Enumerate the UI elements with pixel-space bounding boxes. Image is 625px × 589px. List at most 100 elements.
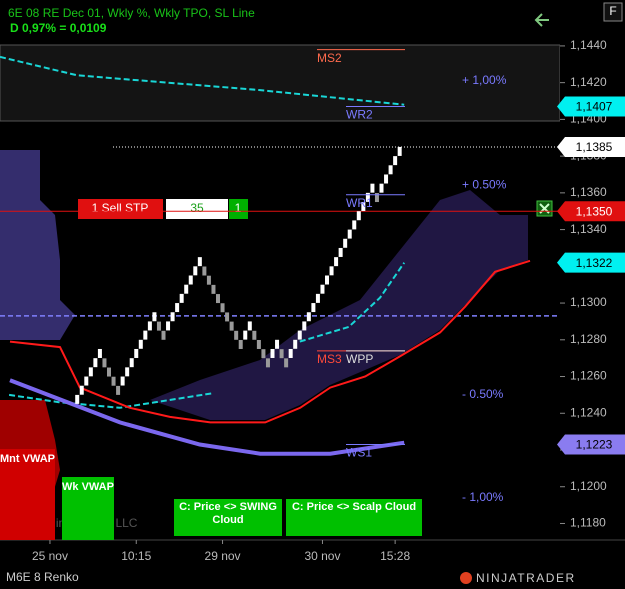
price-flag-label: 1,1407 bbox=[576, 100, 613, 114]
renko-brick bbox=[356, 211, 361, 221]
renko-brick bbox=[125, 367, 130, 377]
renko-brick bbox=[247, 321, 252, 331]
renko-brick bbox=[202, 266, 207, 276]
renko-brick bbox=[361, 202, 366, 212]
price-flag-label: 1,1322 bbox=[576, 256, 613, 270]
y-tick-label: 1,1300 bbox=[570, 295, 607, 309]
x-tick-label: 15:28 bbox=[380, 549, 410, 563]
renko-brick bbox=[238, 339, 243, 349]
renko-brick bbox=[315, 293, 320, 303]
renko-brick bbox=[352, 220, 357, 230]
price-flag bbox=[557, 201, 625, 222]
renko-brick bbox=[152, 312, 157, 322]
renko-brick bbox=[188, 275, 193, 285]
y-tick-label: 1,1240 bbox=[570, 405, 607, 419]
renko-brick bbox=[175, 303, 180, 313]
y-tick-label: 1,1360 bbox=[570, 185, 607, 199]
renko-brick bbox=[252, 330, 257, 340]
renko-brick bbox=[193, 266, 198, 276]
renko-brick bbox=[229, 321, 234, 331]
y-tick-label: 1,1340 bbox=[570, 222, 607, 236]
renko-brick bbox=[370, 183, 375, 193]
percent-label: - 1,00% bbox=[462, 490, 504, 504]
renko-brick bbox=[329, 266, 334, 276]
renko-brick bbox=[79, 385, 84, 395]
order-action[interactable]: 1 Sell STP bbox=[92, 201, 149, 215]
renko-brick bbox=[129, 358, 134, 368]
renko-brick bbox=[97, 348, 102, 358]
order-action-box[interactable] bbox=[78, 199, 163, 219]
price-flag-label: 1,1385 bbox=[576, 140, 613, 154]
renko-brick bbox=[365, 192, 370, 202]
pivot-label: WPP bbox=[346, 352, 373, 366]
f-button[interactable] bbox=[603, 2, 623, 22]
overlay-line bbox=[8, 262, 406, 409]
renko-brick bbox=[297, 330, 302, 340]
renko-brick bbox=[374, 193, 379, 203]
renko-brick bbox=[275, 339, 280, 349]
renko-brick bbox=[384, 174, 389, 184]
renko-brick bbox=[306, 312, 311, 322]
renko-brick bbox=[256, 339, 261, 349]
renko-brick bbox=[179, 293, 184, 303]
chart-button[interactable]: C: Price <> SWING Cloud bbox=[174, 499, 282, 536]
renko-brick bbox=[143, 330, 148, 340]
renko-brick bbox=[111, 376, 116, 386]
pivot-label: WS1 bbox=[346, 446, 372, 460]
order-offset-box[interactable] bbox=[166, 199, 228, 219]
renko-brick bbox=[302, 321, 307, 331]
x-tick-label: 30 nov bbox=[304, 549, 340, 563]
price-flag bbox=[557, 434, 625, 455]
renko-brick bbox=[284, 358, 289, 368]
compressed-band bbox=[0, 44, 561, 122]
renko-brick bbox=[161, 330, 166, 340]
percent-label: + 0.50% bbox=[462, 178, 507, 192]
x-tick-label: 29 nov bbox=[205, 549, 241, 563]
renko-brick bbox=[293, 339, 298, 349]
renko-brick bbox=[197, 257, 202, 267]
chart-button[interactable]: Wk VWAP bbox=[62, 477, 114, 540]
renko-brick bbox=[107, 367, 112, 377]
renko-brick bbox=[311, 303, 316, 313]
y-tick-label: 1,1420 bbox=[570, 75, 607, 89]
back-arrow[interactable] bbox=[534, 13, 549, 27]
order-quantity-box[interactable] bbox=[229, 199, 248, 219]
chart-button[interactable]: Mnt VWAP bbox=[0, 449, 55, 540]
renko-brick bbox=[84, 376, 89, 386]
renko-brick bbox=[216, 294, 221, 304]
instrument: M6E 8 Renko bbox=[6, 570, 79, 584]
f-button-label[interactable]: F bbox=[609, 4, 616, 18]
renko-brick bbox=[234, 330, 239, 340]
renko-brick bbox=[343, 238, 348, 248]
renko-brick bbox=[166, 321, 171, 331]
renko-brick bbox=[320, 284, 325, 294]
renko-brick bbox=[288, 348, 293, 358]
renko-brick bbox=[147, 321, 152, 331]
renko-brick bbox=[116, 385, 121, 395]
renko-brick bbox=[88, 367, 93, 377]
renko-brick bbox=[393, 156, 398, 166]
brand-logo bbox=[460, 572, 472, 584]
renko-brick bbox=[156, 321, 161, 331]
y-tick-label: 1,1440 bbox=[570, 38, 607, 52]
renko-brick bbox=[225, 312, 230, 322]
pivot-label: WR2 bbox=[346, 108, 373, 122]
brand: NINJATRADER bbox=[476, 571, 576, 585]
overlay-line bbox=[0, 55, 405, 106]
price-flag-label: 1,1350 bbox=[576, 204, 613, 218]
renko-brick bbox=[102, 358, 107, 368]
order-quantity[interactable]: 1 bbox=[235, 201, 242, 215]
price-flag bbox=[557, 252, 625, 273]
overlay-line bbox=[9, 259, 531, 424]
pivot-label: MS2 bbox=[317, 51, 342, 65]
renko-brick bbox=[388, 165, 393, 175]
order-offset[interactable]: 35 bbox=[190, 201, 204, 215]
subtitle: D 0,97% = 0,0109 bbox=[10, 21, 107, 35]
y-tick-label: 1,1280 bbox=[570, 332, 607, 346]
chart-button[interactable]: C: Price <> Scalp Cloud bbox=[286, 499, 422, 536]
x-tick-label: 25 nov bbox=[32, 549, 68, 563]
renko-brick bbox=[75, 394, 80, 404]
percent-label: - 0.50% bbox=[462, 387, 504, 401]
